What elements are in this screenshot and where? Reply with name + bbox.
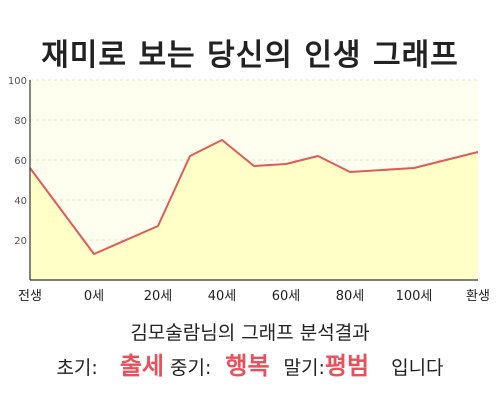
x-tick-label: 80세 bbox=[336, 289, 365, 304]
mid-value: 행복 bbox=[225, 352, 270, 380]
y-tick-label: 80 bbox=[14, 116, 27, 127]
x-tick-label: 전생 bbox=[18, 289, 42, 304]
y-tick-label: 60 bbox=[14, 156, 27, 167]
y-tick-labels: 20 40 60 80 100 bbox=[8, 76, 27, 247]
x-tick-labels: 전생 0세 20세 40세 60세 80세 100세 환생 bbox=[18, 289, 490, 304]
early-value: 출세 bbox=[119, 352, 164, 380]
area-fill bbox=[30, 140, 478, 280]
series-line bbox=[29, 139, 479, 255]
phase-results: 초기: 출세 중기: 행복 말기:평범 입니다 bbox=[0, 346, 500, 381]
late-value: 평범 bbox=[324, 352, 370, 380]
chart-title: 재미로 보는 당신의 인생 그래프 bbox=[41, 38, 459, 73]
x-tick-label: 60세 bbox=[272, 289, 301, 304]
ending-text: 입니다 bbox=[391, 357, 444, 379]
mid-label: 중기: bbox=[170, 357, 212, 379]
x-tick-label: 40세 bbox=[208, 289, 237, 304]
x-tick-label: 0세 bbox=[84, 289, 104, 304]
analysis-summary: 김모술람님의 그래프 분석결과 bbox=[130, 322, 370, 344]
y-tick-label: 40 bbox=[14, 196, 27, 207]
x-tick-label: 20세 bbox=[144, 289, 173, 304]
early-label: 초기: bbox=[56, 357, 98, 379]
x-tick-label: 환생 bbox=[466, 289, 490, 304]
x-tick-label: 100세 bbox=[396, 289, 433, 304]
y-tick-label: 100 bbox=[8, 76, 27, 87]
late-label: 말기: bbox=[283, 357, 325, 379]
y-tick-label: 20 bbox=[14, 236, 27, 247]
